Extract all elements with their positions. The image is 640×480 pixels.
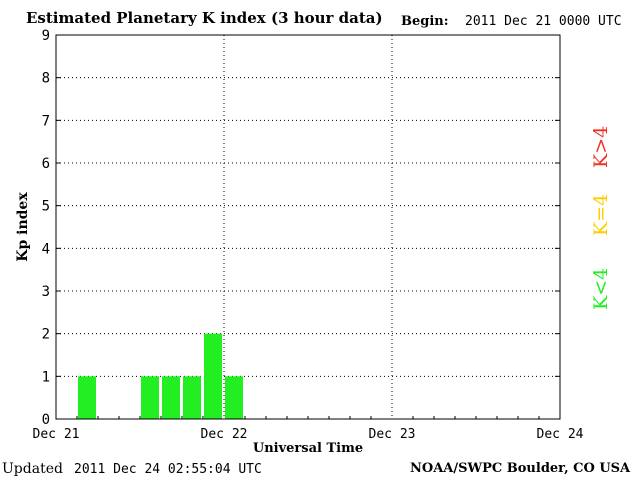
grid-lines — [56, 34, 560, 420]
begin-value: 2011 Dec 21 0000 UTC — [465, 14, 622, 29]
y-tick-label: 6 — [42, 156, 50, 172]
y-tick-label: 1 — [42, 369, 50, 385]
kp-bar — [141, 376, 159, 419]
y-tick-label: 7 — [42, 113, 50, 129]
y-axis-label: Kp index — [15, 192, 31, 262]
kp-bar — [162, 376, 180, 419]
source-credit: NOAA/SWPC Boulder, CO USA — [410, 461, 631, 476]
y-tick-label: 8 — [42, 71, 50, 87]
y-tick-label: 5 — [42, 199, 50, 215]
x-tick-label: Dec 23 — [369, 427, 416, 442]
updated-label: Updated — [2, 461, 63, 477]
legend-k-equals-4: K=4 — [590, 193, 612, 236]
x-axis-label: Universal Time — [253, 441, 363, 456]
chart-title: Estimated Planetary K index (3 hour data… — [26, 9, 383, 27]
x-tick-label: Dec 22 — [201, 427, 248, 442]
begin-label: Begin: — [401, 14, 449, 29]
legend-k-below-4: K<4 — [590, 267, 612, 310]
x-tick-labels: Dec 21 Dec 22 Dec 23 Dec 24 — [33, 427, 584, 442]
plot-frame — [55, 34, 561, 420]
y-tick-labels: 0 1 2 3 4 5 6 7 8 9 — [42, 28, 50, 428]
legend-k-above-4: K>4 — [590, 125, 612, 168]
y-tick-label: 9 — [42, 28, 50, 44]
kp-bar — [78, 376, 96, 419]
updated-timestamp: 2011 Dec 24 02:55:04 UTC — [74, 462, 262, 477]
y-tick-label: 0 — [42, 412, 50, 428]
y-tick-label: 3 — [42, 284, 50, 300]
kp-bar — [225, 376, 243, 419]
bars — [78, 333, 243, 419]
kp-bar — [183, 376, 201, 419]
y-tick-label: 4 — [42, 241, 50, 257]
x-tick-label: Dec 21 — [33, 427, 80, 442]
y-tick-label: 2 — [42, 327, 50, 343]
x-tick-label: Dec 24 — [537, 427, 584, 442]
kp-bar — [204, 333, 222, 419]
